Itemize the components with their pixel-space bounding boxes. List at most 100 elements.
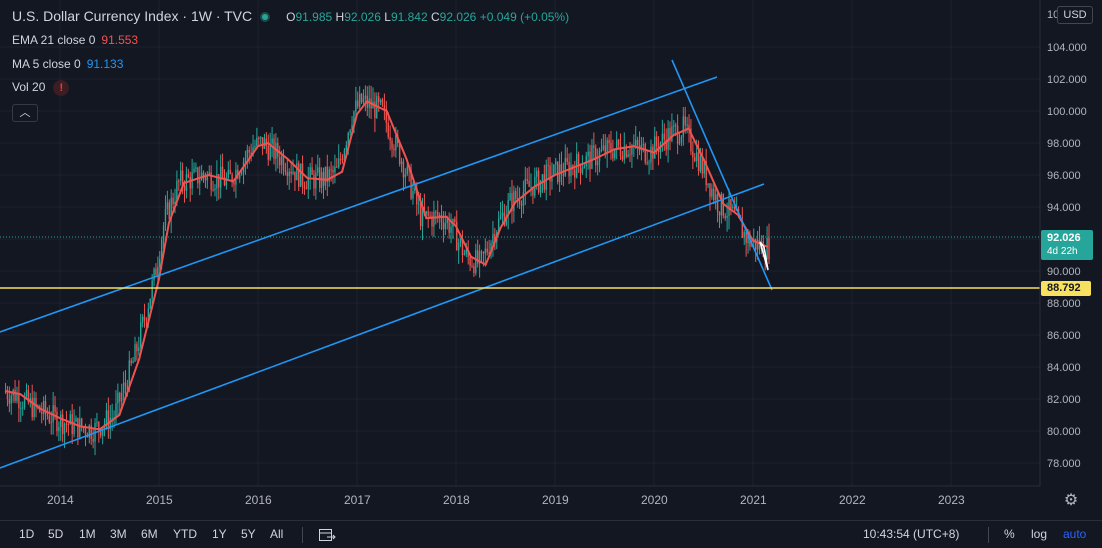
candle-body — [117, 392, 119, 404]
candle-body — [339, 158, 342, 160]
time-axis[interactable]: 2014 2015 2016 2017 2018 2019 2020 2021 2022 2023 — [0, 485, 1040, 507]
candle-body — [275, 143, 277, 159]
candle-body — [119, 392, 121, 402]
candle-body — [362, 98, 365, 103]
candle-body — [334, 166, 336, 173]
candle-body — [553, 164, 555, 177]
price-tick-label: 88.000 — [1047, 298, 1081, 310]
candle-body — [459, 239, 462, 243]
warning-icon[interactable]: ! — [53, 80, 70, 96]
candle-body — [44, 401, 47, 414]
collapse-legend-button[interactable]: ︿ — [12, 104, 38, 122]
candle-body — [61, 414, 64, 434]
candle-body — [239, 174, 241, 179]
candle-body — [338, 158, 340, 168]
clock-time[interactable]: 10:43:54 (UTC+8) — [863, 527, 960, 541]
candle-body — [522, 192, 525, 206]
candle-body — [41, 412, 43, 414]
candle-body — [465, 249, 467, 254]
symbol-title[interactable]: U.S. Dollar Currency Index · 1W · TVC — [12, 8, 253, 24]
currency-button[interactable]: USD — [1057, 6, 1093, 24]
range-ytd-button[interactable]: YTD — [173, 527, 197, 541]
candle-body — [343, 150, 346, 161]
candle-body — [473, 266, 475, 274]
candle-body — [720, 194, 723, 216]
candle-body — [187, 174, 190, 178]
candle-body — [311, 167, 313, 175]
ema-line — [5, 100, 769, 431]
candle-body — [654, 136, 656, 159]
candle-body — [768, 237, 770, 260]
candle-body — [151, 280, 153, 299]
candle-body — [595, 147, 597, 166]
candle-body — [109, 418, 111, 430]
current-price-label: 92.026 — [1047, 232, 1081, 244]
channel-lower-line — [0, 183, 765, 469]
candle-body — [762, 241, 764, 257]
indicator-ma[interactable]: MA 5 close 0 91.133 — [12, 57, 123, 71]
price-tick-label: 94.000 — [1047, 202, 1081, 214]
candle-body — [692, 151, 694, 158]
calendar-range-icon[interactable] — [318, 527, 336, 546]
candle-body — [351, 124, 353, 130]
indicator-ema[interactable]: EMA 21 close 0 91.553 — [12, 33, 138, 47]
auto-scale-button[interactable]: auto — [1063, 527, 1087, 541]
candle-body — [705, 161, 707, 186]
candle-body — [463, 253, 466, 255]
log-scale-button[interactable]: log — [1031, 527, 1048, 541]
candle-body — [181, 170, 184, 186]
candle-body — [602, 145, 605, 150]
indicator-vol[interactable]: Vol 20! — [12, 80, 70, 96]
candle-body — [81, 418, 83, 428]
ma-label: MA 5 close 0 — [12, 57, 81, 71]
percent-scale-button[interactable]: % — [1004, 527, 1015, 541]
range-3m-button[interactable]: 3M — [110, 527, 127, 541]
candle-body — [697, 152, 700, 172]
candle-body — [246, 149, 249, 159]
candle-body — [357, 100, 359, 107]
toolbar-divider — [302, 527, 303, 543]
candle-body — [695, 152, 698, 162]
candle-body — [96, 422, 98, 424]
candle-body — [461, 239, 464, 255]
price-tick-label: 86.000 — [1047, 330, 1081, 342]
drawings-layer[interactable] — [0, 59, 1040, 469]
candle-body — [615, 139, 618, 149]
candle-body — [448, 219, 450, 233]
candle-body — [623, 146, 625, 160]
close-label: C — [430, 10, 440, 24]
candle-body — [252, 147, 254, 156]
range-all-button[interactable]: All — [270, 527, 284, 541]
close-value: 92.026 — [439, 10, 477, 24]
candle-body — [180, 170, 182, 181]
candle-body — [280, 155, 283, 165]
range-5d-button[interactable]: 5D — [48, 527, 64, 541]
candle-body — [518, 198, 521, 205]
candle-body — [730, 199, 732, 209]
candle-body — [313, 174, 315, 189]
candle-body — [132, 361, 134, 364]
candle-body — [596, 161, 599, 166]
low-label: L — [384, 10, 391, 24]
candle-body — [258, 137, 260, 139]
candle-body — [429, 215, 431, 217]
chart-grid — [0, 0, 1040, 486]
candle-body — [726, 216, 728, 218]
candle-body — [33, 397, 35, 418]
price-tick-label: 84.000 — [1047, 362, 1081, 374]
candle-body — [309, 167, 311, 178]
candle-body — [82, 427, 85, 429]
ma-value: 91.133 — [86, 57, 124, 71]
candle-body — [90, 425, 92, 439]
candle-body — [387, 122, 389, 138]
candle-body — [143, 316, 146, 320]
time-tick-label: 2016 — [245, 493, 272, 507]
range-6m-button[interactable]: 6M — [141, 527, 158, 541]
candle-body — [492, 234, 494, 243]
range-1y-button[interactable]: 1Y — [212, 527, 227, 541]
gear-icon[interactable]: ⚙ — [1063, 492, 1079, 509]
range-1m-button[interactable]: 1M — [79, 527, 96, 541]
range-1d-button[interactable]: 1D — [19, 527, 35, 541]
range-5y-button[interactable]: 5Y — [241, 527, 256, 541]
